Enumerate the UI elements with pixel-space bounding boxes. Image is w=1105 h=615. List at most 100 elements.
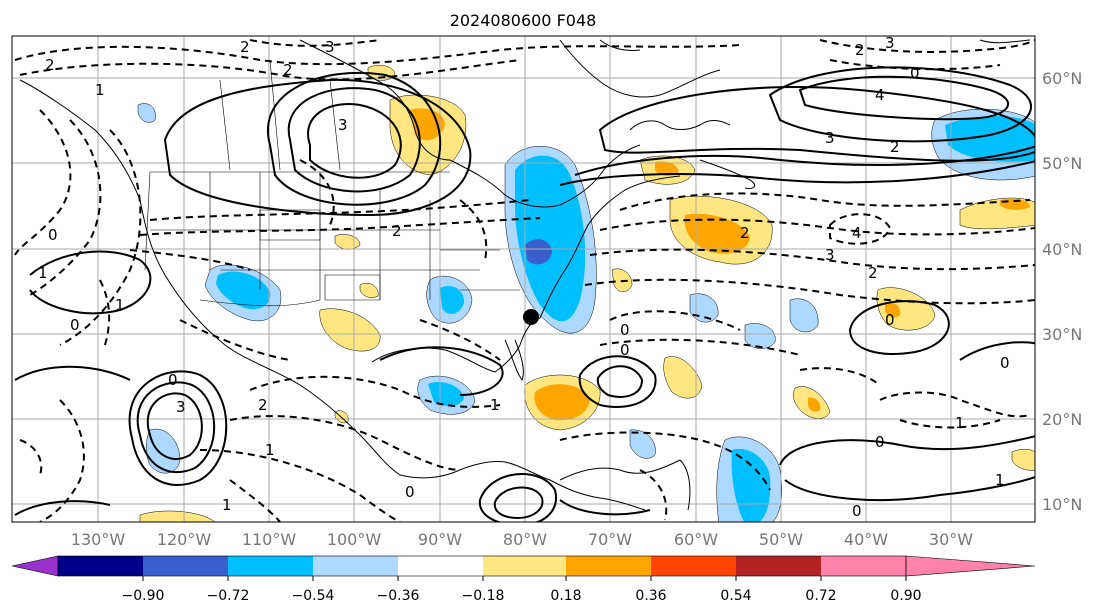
map-panel: 2 3 2 1 3 2 4 3 2 2 3 0 2 4 3 2 2 1 0 0 … [12,34,1035,522]
storm-center-dot [523,309,539,325]
lon-label: 40°W [844,530,888,549]
shade-yellow-south [359,282,379,298]
colorbar-tick-label: −0.90 [122,588,165,604]
contour-label: 1 [222,496,232,514]
lon-label: 130°W [71,530,126,549]
shade-lightblue-pacific [146,428,181,474]
contour-solid-nw-low-3 [267,71,442,206]
contour-label: 0 [620,341,630,359]
shade-yellow-east-atl-s [1011,449,1035,471]
contour-solid-atl-band-2 [559,160,1035,186]
colorbar-seg [313,556,398,576]
contour-label: 4 [875,86,885,104]
lat-label: 10°N [1042,495,1082,514]
lon-label: 30°W [929,530,973,549]
dashed-contours [14,39,1035,522]
contour-solid-pac-low-2 [136,381,216,474]
shade-orange-azores [885,303,901,318]
contour-solid-nw-low-1 [307,103,402,179]
contour-label: 1 [115,296,125,314]
contour-label: 3 [885,34,895,52]
colorbar-seg [398,556,483,576]
contour-label: 2 [890,138,900,156]
graticule [12,36,1035,522]
lon-label: 90°W [418,530,462,549]
colorbar-tick-label: −0.72 [207,588,250,604]
shade-dark-blue-core [525,239,552,265]
contour-label: 2 [258,396,268,414]
lon-label: 70°W [588,530,632,549]
contour-solid-atl-high-1 [798,75,1010,121]
plot-title: 2024080600 F048 [450,11,597,30]
lat-label: 60°N [1042,69,1082,88]
contour-solid-nw-low-2 [287,87,421,193]
lat-label: 30°N [1042,325,1082,344]
colorbar-seg [821,556,906,576]
shade-lightblue-midatl2 [789,298,819,333]
contour-label: 0 [620,321,630,339]
contour-label: 0 [875,433,885,451]
contour-label: 0 [405,483,415,501]
contour-solid-atl-band-1 [574,145,1035,176]
colorbar-seg [651,556,736,576]
colorbar-tick-label: 0.18 [550,588,581,604]
contour-solid-nw-low-4 [163,78,472,217]
colorbar-tick-label: 0.36 [635,588,666,604]
lon-label: 60°W [674,530,718,549]
contour-solid-carib-hi [578,355,657,408]
contour-label: 2 [868,264,878,282]
colorbar-tick-label: 0.54 [720,588,751,604]
contour-label: 4 [852,224,862,242]
shade-yellow-tropics [663,356,703,399]
contour-label: 3 [825,129,835,147]
colorbar-tick-label: −0.54 [292,588,335,604]
contour-label: 3 [338,116,348,134]
lat-label: 20°N [1042,410,1082,429]
contour-label: 1 [265,441,275,459]
shade-yellow-azores [876,287,936,331]
contour-solid-sa-hi [478,473,557,522]
colorbar-seg [483,556,566,576]
contour-solid-atl-high-2 [768,66,1032,143]
latitude-labels: 60°N 50°N 40°N 30°N 20°N 10°N [1042,69,1082,514]
contour-solid-pac-low-1 [146,392,203,460]
contour-label: 2 [45,56,55,74]
contour-solid-south-2 [14,500,111,516]
colorbar-extend-right [905,555,1036,577]
lat-label: 40°N [1042,240,1082,259]
colorbar-extend-left [11,555,59,577]
solid-contours [14,66,1035,522]
contour-label: 2 [240,38,250,56]
shade-blue-east-us [515,155,586,322]
contour-label: 0 [852,502,862,520]
colorbar: −0.90 −0.72 −0.54 −0.36 −0.18 0.18 0.36 … [11,555,1036,604]
contour-label: 2 [283,61,293,79]
contour-label: 1 [995,471,1005,489]
shade-blue-southwest [216,271,271,310]
lon-label: 100°W [327,530,382,549]
contour-solid-tropical-2 [784,475,1035,501]
contour-label: 0 [70,316,80,334]
shade-blue-gulf [428,381,464,407]
contour-solid-azores [848,300,950,355]
shade-orange-tropics2 [808,397,821,412]
colorbar-seg [58,556,143,576]
colorbar-seg [736,556,821,576]
contour-label: 2 [855,41,865,59]
contour-solid-gom [379,346,504,396]
lon-label: 50°W [759,530,803,549]
contour-label: 1 [95,81,105,99]
lat-label: 50°N [1042,154,1082,173]
colorbar-tick-label: −0.18 [462,588,505,604]
contour-label: 3 [176,398,186,416]
longitude-labels: 130°W 120°W 110°W 100°W 90°W 80°W 70°W 6… [71,530,973,549]
colorbar-tick-label: 0.72 [805,588,836,604]
colorbar-seg [143,556,228,576]
shade-orange-atlantic [684,213,750,254]
contour-label: 0 [48,226,58,244]
shade-yellow-florida-w [334,410,349,424]
contour-solid-south-1 [559,499,651,516]
shade-lightblue-carib [629,429,656,459]
map-border [11,35,1036,523]
